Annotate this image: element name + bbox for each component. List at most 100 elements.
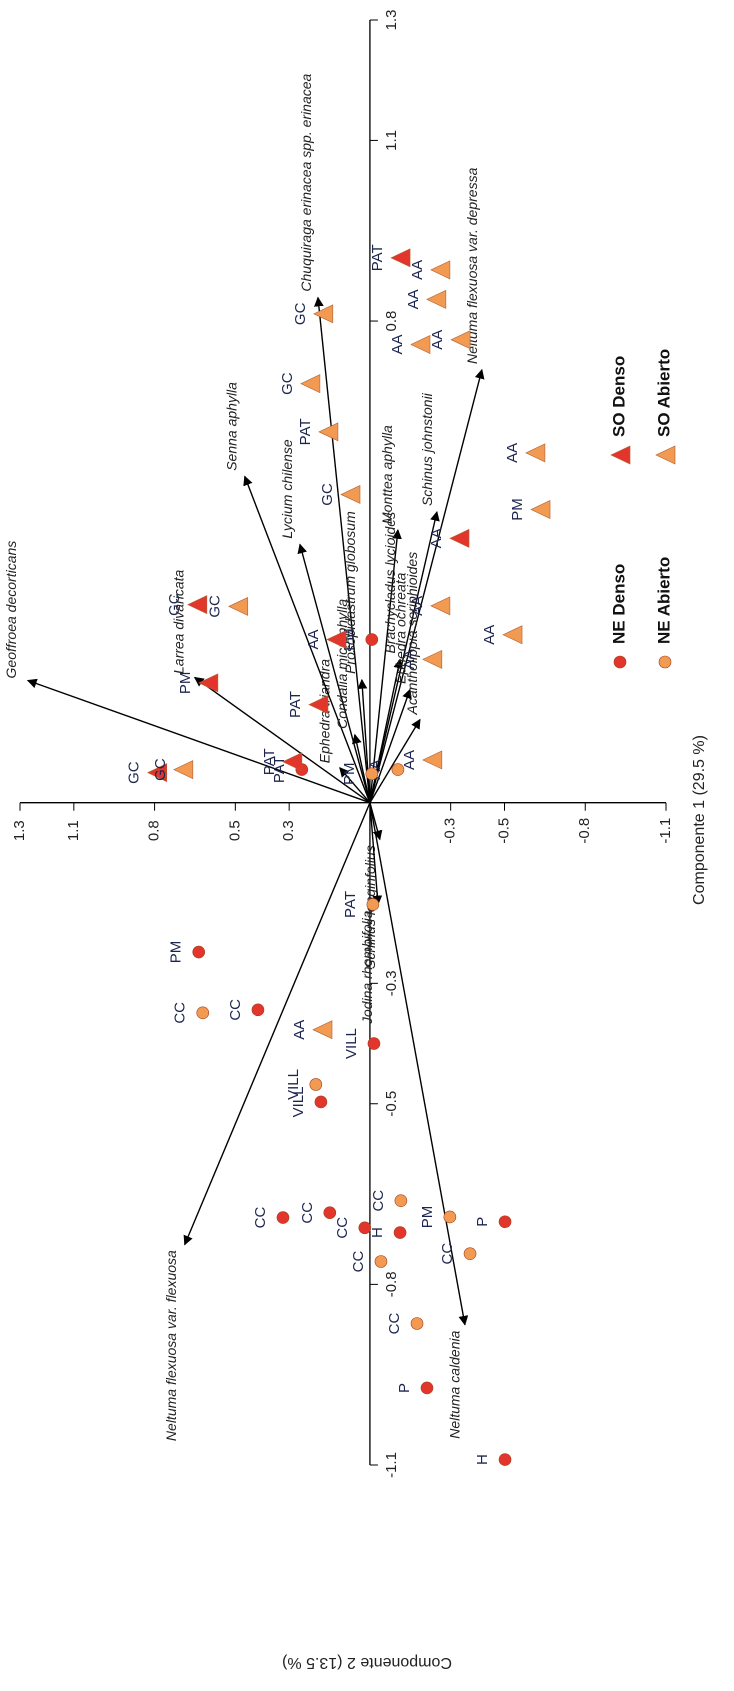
legend-marker [655,445,676,465]
legend-marker [613,655,627,669]
point [390,248,411,268]
x-tick-label: 0.8 [146,820,163,841]
loading-label: Geoffroea decorticans [3,541,19,679]
loading-arrow [369,688,412,803]
point-label: GC [166,593,183,616]
point [426,289,447,309]
point [312,1020,333,1040]
point-label: CC [439,1243,456,1265]
point [251,1003,265,1017]
loading-arrow [369,528,402,803]
loading-arrow [369,802,469,1326]
point [282,752,303,772]
point [430,596,451,616]
point-label: CC [172,1002,189,1024]
point [358,1221,372,1235]
point [530,500,551,519]
point [394,1194,408,1207]
point-label: AA [401,649,418,669]
point [393,1226,407,1239]
point [422,649,443,669]
x-tick-label: 0.3 [280,820,297,841]
point [420,1381,434,1395]
point-label: GC [126,761,143,784]
point [228,596,249,616]
loading-arrow [183,802,371,1246]
loading-arrow [26,678,371,804]
x-tick-label: -0.8 [576,818,593,844]
point [502,625,523,645]
point [498,1215,512,1229]
point [422,750,443,770]
point [309,1078,323,1091]
legend-label: NE Denso [609,564,628,644]
point-label: AA [389,335,406,355]
legend-label: NE Abierto [654,557,673,644]
loading-label: Acantholippia seriphioides [404,552,420,716]
loading-label: Brachycladus lycioides [382,512,398,654]
point-label: CC [386,1313,403,1335]
legend-marker [610,445,631,465]
y-tick-label: -0.8 [383,1271,400,1297]
x-tick-label: 0.5 [226,820,243,841]
loading-label: Ephedra ochreata [393,572,409,684]
point [318,422,339,442]
point-label: PAT [369,244,386,271]
point [326,630,347,650]
point-label: P [396,1383,413,1393]
x-tick-label: -1.1 [657,818,674,844]
loading-label: Jodina rhombifolia [359,910,375,1025]
y-tick-label: 1.3 [383,10,400,31]
point [276,1211,290,1224]
loading-label: Neltuma flexuosa var. flexuosa [163,1250,179,1441]
point [525,443,546,463]
point [308,695,329,715]
point-label: CC [334,1217,351,1239]
point-label: AA [401,750,418,770]
point [374,1255,388,1268]
loading-arrow [369,368,485,803]
point-label: PM [509,498,526,521]
point [498,1453,512,1466]
point-label: AA [504,443,521,463]
loading-arrow [369,718,421,804]
point-label: AA [409,596,426,616]
legend-label: SO Abierto [654,349,673,437]
point-label: AA [428,528,445,548]
point [410,1317,424,1330]
loading-arrow [351,733,371,803]
point-label: GC [152,758,169,781]
point-label: GC [279,372,296,395]
point [410,335,431,354]
x-tick-label: -0.5 [495,818,512,844]
y-tick-label: -1.1 [383,1452,400,1478]
point [365,767,379,781]
loading-arrow [313,296,371,803]
point-label: PAT [297,418,314,445]
point-label: CC [299,1202,316,1224]
point-label: AA [405,289,422,309]
point-label: CC [370,1190,387,1212]
loading-label: Senna aphylla [223,382,239,471]
point [449,528,470,548]
loading-arrow [243,475,371,803]
point [323,1206,337,1220]
point-label: PM [168,941,185,964]
y-tick-label: -0.5 [383,1091,400,1117]
loading-label: Neltuma caldenia [447,1330,463,1438]
point-label: CC [350,1250,367,1272]
point [430,260,451,280]
loading-label: Schinus johnstonii [419,392,435,506]
x-tick-label: -0.3 [442,818,459,844]
point [314,1095,328,1109]
point [187,595,208,615]
point-label: AA [291,1020,308,1040]
point-label: VILL [343,1028,360,1059]
y-tick-label: 0.8 [383,311,400,332]
point-label: H [369,1227,386,1238]
point [196,1006,210,1020]
point-label: GC [292,302,309,325]
point-label: AA [305,630,322,650]
point [366,898,380,911]
